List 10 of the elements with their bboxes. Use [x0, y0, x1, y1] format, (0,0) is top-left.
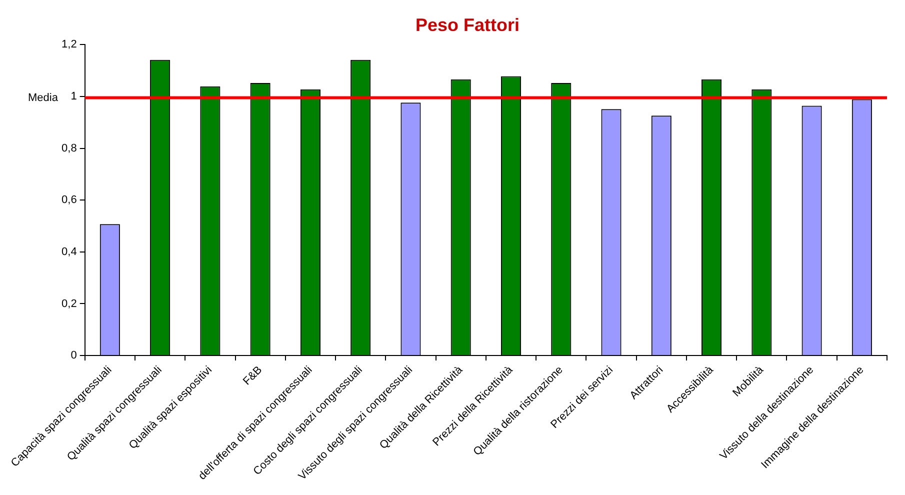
y-tick-label: 0,2 — [62, 298, 77, 310]
y-tick-label: 1 — [70, 90, 77, 102]
y-tick-label: 0 — [70, 350, 77, 362]
chart-title: Peso Fattori — [415, 14, 520, 35]
ref-line-label: Media — [28, 92, 59, 104]
y-tick-label: 0,8 — [62, 142, 77, 154]
x-tick-label: F&B — [240, 364, 265, 388]
y-tick-label: 0,4 — [62, 246, 77, 258]
y-tick-label: 0,6 — [62, 194, 77, 206]
y-tick-label: 1,2 — [62, 38, 77, 51]
